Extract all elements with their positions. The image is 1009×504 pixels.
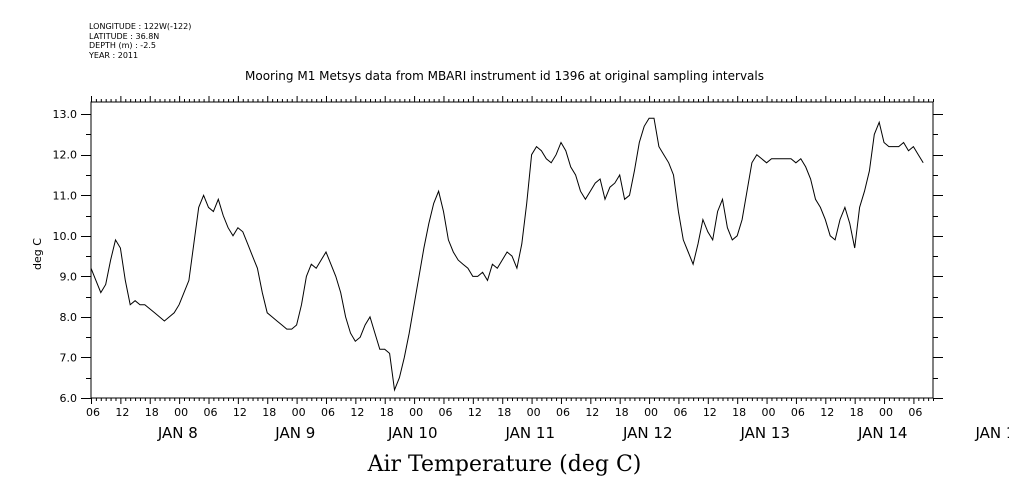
x-tick-label: 06 [321, 406, 335, 419]
x-tick-label: 12 [820, 406, 834, 419]
x-day-label: JAN 15 [974, 424, 1009, 442]
x-tick-label: 00 [174, 406, 188, 419]
x-tick-label: 00 [762, 406, 776, 419]
x-day-label: JAN 14 [857, 424, 908, 442]
x-day-label: JAN 13 [739, 424, 790, 442]
latitude-text: LATITUDE : 36.8N [89, 31, 160, 41]
x-day-label: JAN 8 [157, 424, 198, 442]
x-tick-label: 06 [791, 406, 805, 419]
x-tick-label: 06 [673, 406, 687, 419]
x-tick-label: 12 [468, 406, 482, 419]
y-tick-label: 8.0 [60, 311, 78, 324]
x-tick-label: 00 [409, 406, 423, 419]
x-tick-label: 18 [380, 406, 394, 419]
x-axis-label: Air Temperature (deg C) [367, 452, 642, 477]
x-day-label: JAN 11 [505, 424, 556, 442]
x-day-label: JAN 10 [387, 424, 438, 442]
y-tick-label: 10.0 [53, 230, 78, 243]
x-tick-label: 18 [262, 406, 276, 419]
y-tick-label: 13.0 [53, 108, 78, 121]
x-tick-label: 06 [908, 406, 922, 419]
x-tick-label: 18 [497, 406, 511, 419]
chart-title: Mooring M1 Metsys data from MBARI instru… [245, 69, 764, 83]
y-tick-label: 6.0 [60, 392, 78, 405]
series-line [90, 117, 924, 392]
x-day-label: JAN 9 [274, 424, 315, 442]
x-tick-label: 12 [703, 406, 717, 419]
x-tick-label: 18 [615, 406, 629, 419]
x-tick-label: 18 [850, 406, 864, 419]
x-tick-label: 00 [292, 406, 306, 419]
metadata-block: LONGITUDE : 122W(-122) LATITUDE : 36.8N … [89, 22, 191, 60]
y-axis-label: deg C [31, 238, 44, 270]
y-tick-label: 12.0 [53, 149, 78, 162]
y-tick-label: 9.0 [60, 270, 78, 283]
x-tick-label: 06 [86, 406, 100, 419]
x-tick-label: 18 [145, 406, 159, 419]
x-tick-label: 06 [438, 406, 452, 419]
x-tick-label: 18 [732, 406, 746, 419]
x-tick-label: 12 [115, 406, 129, 419]
plot-frame [90, 101, 934, 399]
x-tick-label: 06 [203, 406, 217, 419]
x-tick-label: 12 [350, 406, 364, 419]
year-text: YEAR : 2011 [89, 50, 139, 60]
depth-text: DEPTH (m) : -2.5 [89, 41, 156, 50]
x-tick-label: 12 [233, 406, 247, 419]
y-tick-label: 11.0 [53, 189, 78, 202]
x-tick-label: 06 [556, 406, 570, 419]
x-tick-label: 12 [585, 406, 599, 419]
y-tick-label: 7.0 [60, 351, 78, 364]
x-tick-label: 00 [879, 406, 893, 419]
x-tick-label: 00 [527, 406, 541, 419]
longitude-text: LONGITUDE : 122W(-122) [89, 22, 192, 31]
x-day-label: JAN 12 [622, 424, 673, 442]
x-tick-label: 00 [644, 406, 658, 419]
